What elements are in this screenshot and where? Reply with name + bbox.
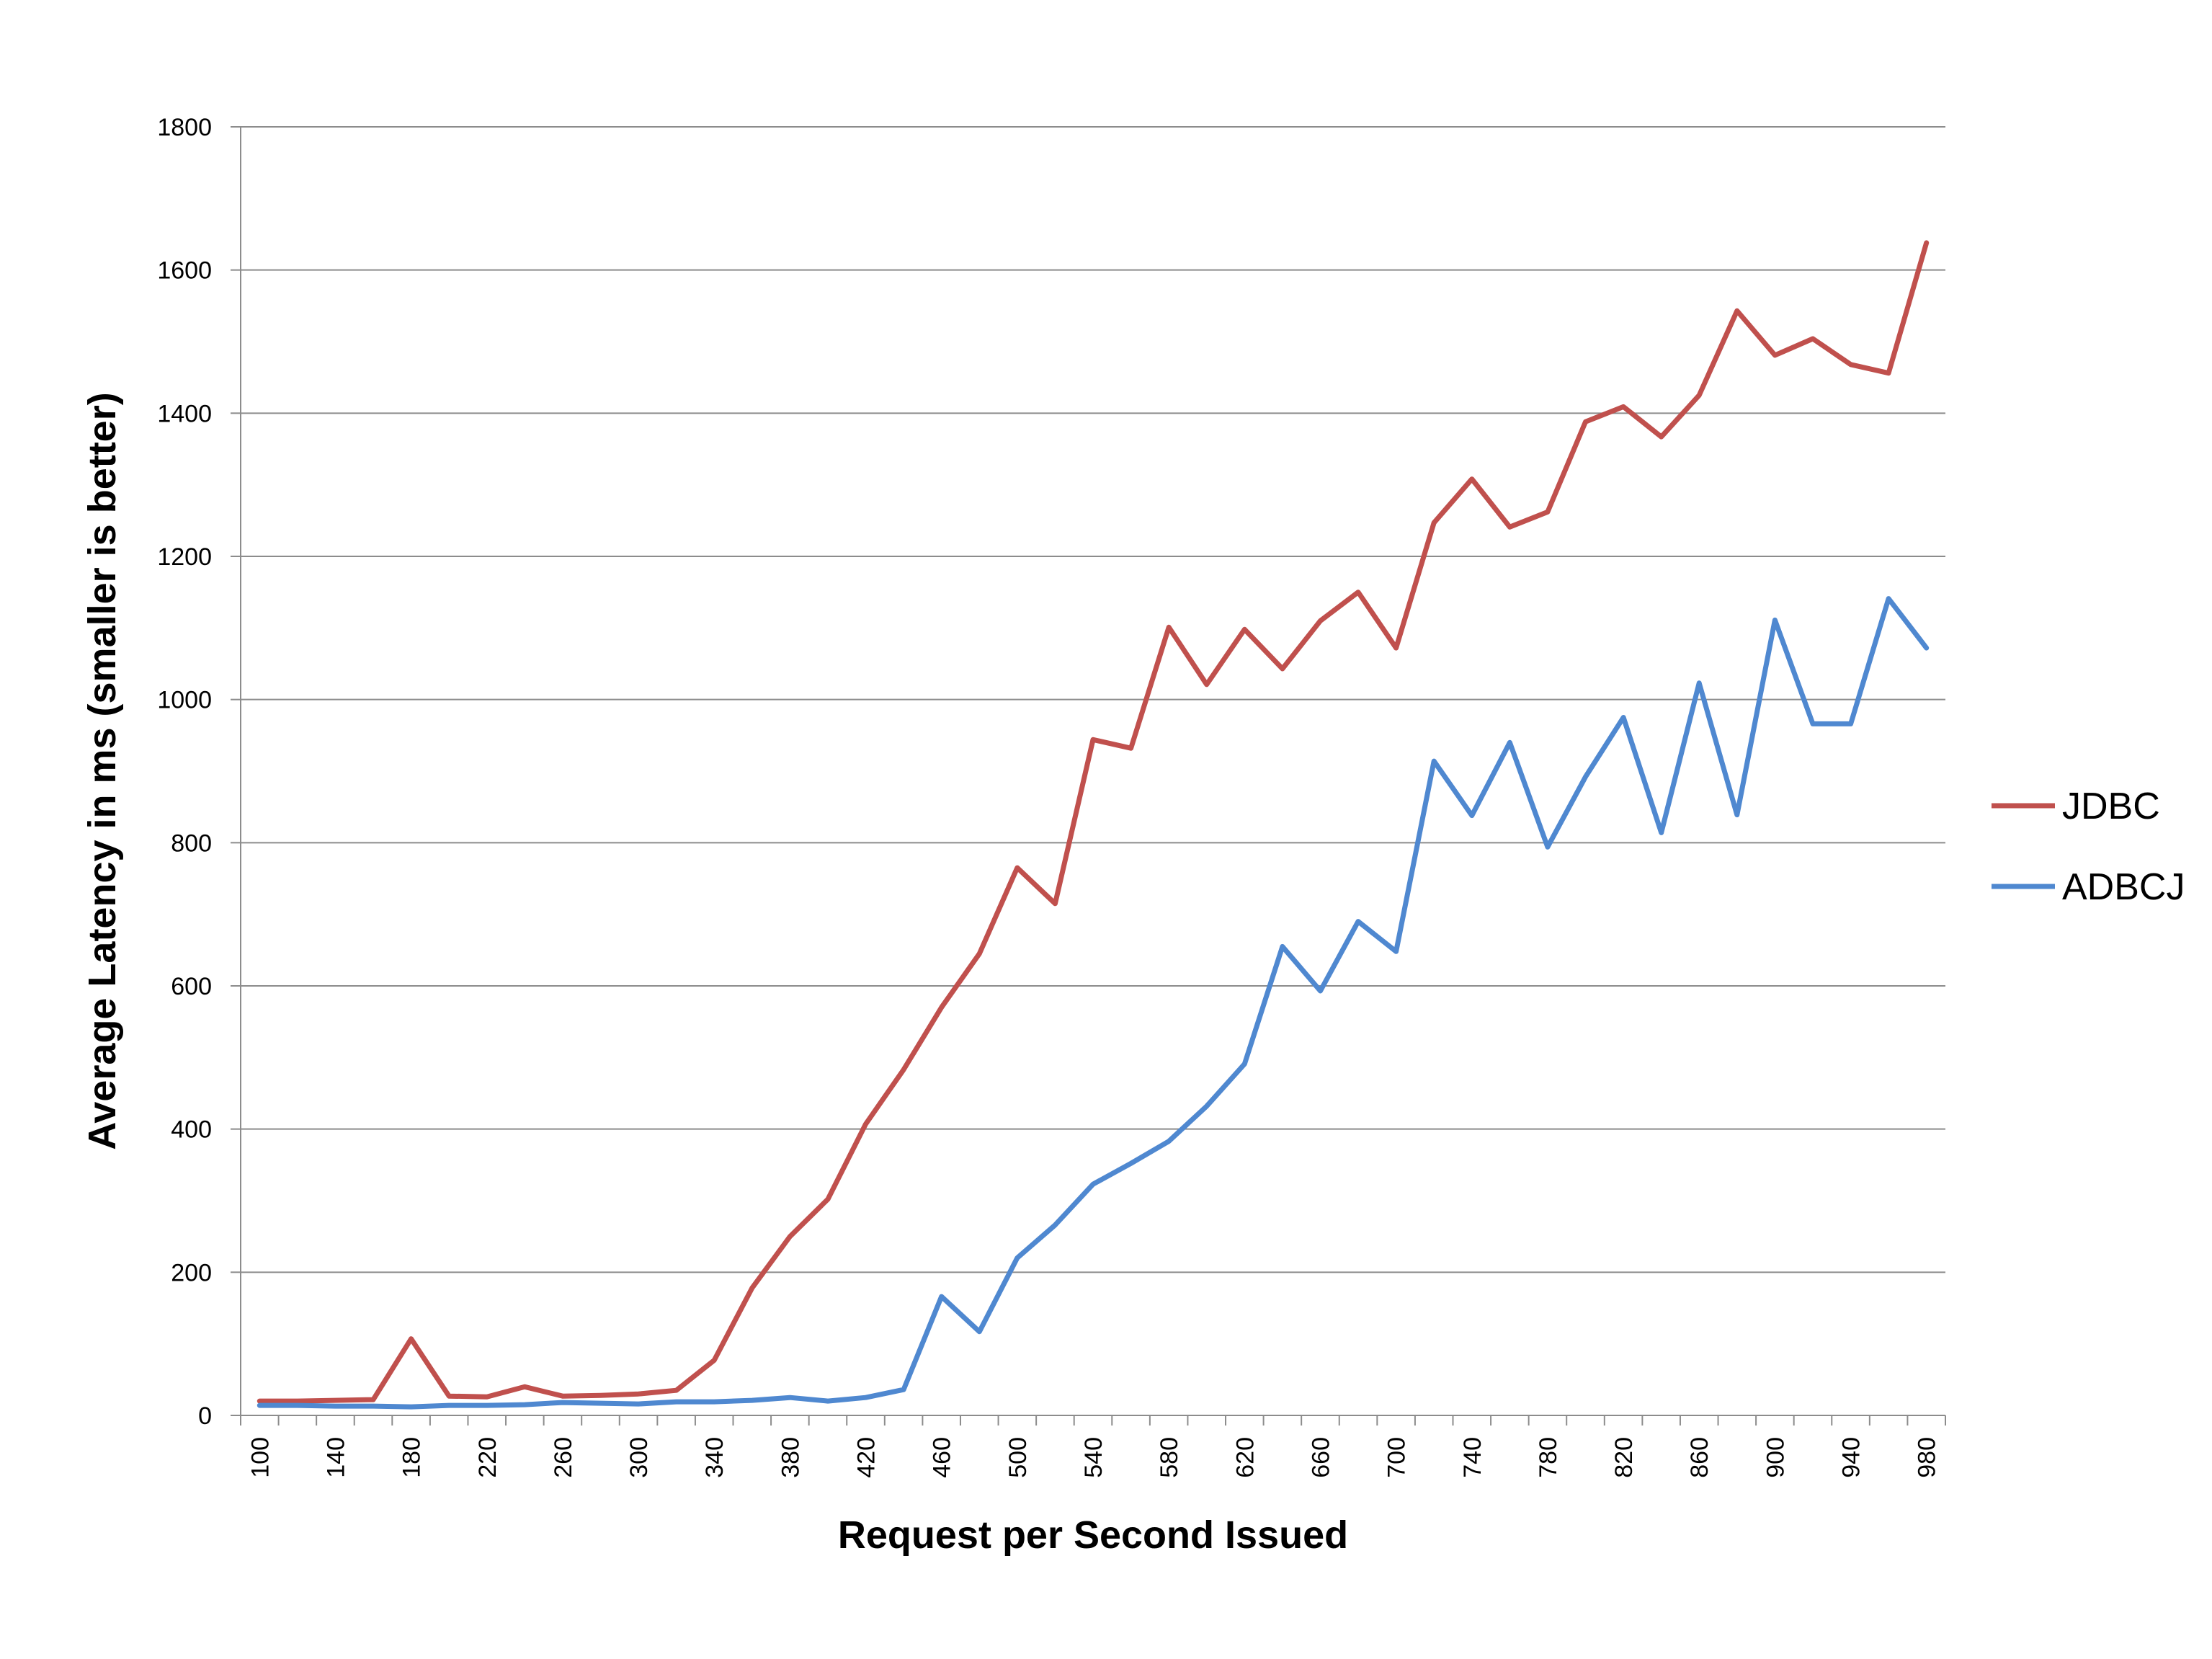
x-tick-label-860: 860 <box>1686 1437 1713 1478</box>
x-tick-label-740: 740 <box>1459 1437 1486 1478</box>
x-axis-title: Request per Second Issued <box>838 1513 1348 1557</box>
x-tick-labels: 100 140 180 220 260 300 340 380 420 460 500 540 580 6… <box>246 1437 1940 1478</box>
y-tick-label-1600: 1600 <box>157 257 212 285</box>
x-tick-label-260: 260 <box>550 1437 577 1478</box>
x-tick-label-340: 340 <box>701 1437 728 1478</box>
legend-label-jdbc: JDBC <box>2062 786 2160 827</box>
y-tick-labels: 0 200 400 600 800 1000 1200 1400 1600 1800 <box>157 114 212 1430</box>
legend-label-adbcj: ADBCJ <box>2062 866 2185 908</box>
legend: JDBC ADBCJ <box>1992 786 2185 908</box>
x-tick-label-380: 380 <box>777 1437 804 1478</box>
x-tick-label-580: 580 <box>1156 1437 1183 1478</box>
y-axis-title: Average Latency in ms (smaller is better… <box>81 392 124 1149</box>
x-tick-label-540: 540 <box>1080 1437 1107 1478</box>
x-tick-label-100: 100 <box>246 1437 274 1478</box>
y-tick-label-400: 400 <box>171 1116 212 1144</box>
gridlines <box>241 126 1945 1273</box>
y-tick-label-1400: 1400 <box>157 400 212 427</box>
y-tick-label-1000: 1000 <box>157 687 212 714</box>
y-tick-label-800: 800 <box>171 830 212 857</box>
x-tick-label-300: 300 <box>625 1437 653 1478</box>
x-tick-label-460: 460 <box>929 1437 956 1478</box>
series-line-adbcj <box>257 596 1930 1410</box>
x-tick-label-420: 420 <box>853 1437 880 1478</box>
x-tick-label-140: 140 <box>322 1437 349 1478</box>
x-tick-label-660: 660 <box>1307 1437 1334 1478</box>
y-tick-label-600: 600 <box>171 973 212 1000</box>
x-tick-label-620: 620 <box>1231 1437 1259 1478</box>
axes <box>231 126 1946 1426</box>
y-tick-label-1800: 1800 <box>157 114 212 141</box>
x-tick-label-220: 220 <box>474 1437 501 1478</box>
x-tick-label-900: 900 <box>1762 1437 1789 1478</box>
series-lines <box>257 240 1930 1410</box>
x-tick-label-940: 940 <box>1838 1437 1865 1478</box>
x-tick-label-500: 500 <box>1004 1437 1032 1478</box>
y-tick-label-200: 200 <box>171 1259 212 1286</box>
x-tick-label-780: 780 <box>1535 1437 1562 1478</box>
x-tick-label-180: 180 <box>398 1437 426 1478</box>
series-line-jdbc <box>257 240 1930 1404</box>
x-tick-label-700: 700 <box>1383 1437 1411 1478</box>
y-tick-label-0: 0 <box>198 1402 212 1430</box>
x-tick-label-820: 820 <box>1610 1437 1638 1478</box>
y-tick-label-1200: 1200 <box>157 543 212 571</box>
x-tick-label-980: 980 <box>1914 1437 1941 1478</box>
